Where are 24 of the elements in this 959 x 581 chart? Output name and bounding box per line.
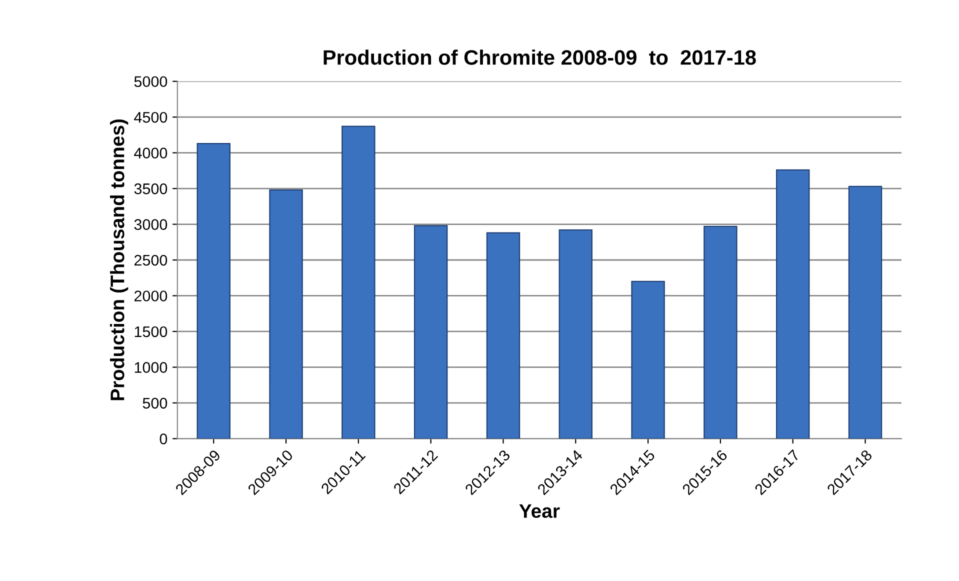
y-tick-label: 2000 bbox=[134, 290, 168, 302]
bar bbox=[269, 189, 303, 439]
y-tick-label: 5000 bbox=[134, 76, 168, 88]
x-axis-title: Year bbox=[519, 504, 560, 518]
y-tick-label: 1000 bbox=[134, 362, 168, 373]
bar bbox=[558, 229, 592, 439]
y-tick-label: 2500 bbox=[134, 254, 168, 266]
bar bbox=[848, 186, 882, 439]
y-tick-label: 3500 bbox=[134, 183, 168, 194]
bar bbox=[704, 226, 738, 439]
y-tick-label: 4000 bbox=[134, 148, 168, 158]
bar bbox=[486, 232, 520, 439]
y-tick-label: 3000 bbox=[134, 219, 168, 230]
bar bbox=[196, 142, 230, 439]
bar bbox=[631, 280, 665, 439]
y-tick-label: 500 bbox=[142, 398, 168, 409]
y-tick-label: 4500 bbox=[134, 112, 168, 123]
bar bbox=[342, 126, 376, 439]
y-tick-label: 0 bbox=[160, 434, 168, 444]
bar bbox=[776, 169, 810, 439]
bar bbox=[414, 225, 448, 439]
chart-title: Production of Chromite 2008-09 to 2017-18 bbox=[324, 50, 756, 65]
y-axis-title: Production (Thousand tonnes) bbox=[110, 119, 128, 400]
y-tick-label: 1500 bbox=[134, 326, 168, 338]
